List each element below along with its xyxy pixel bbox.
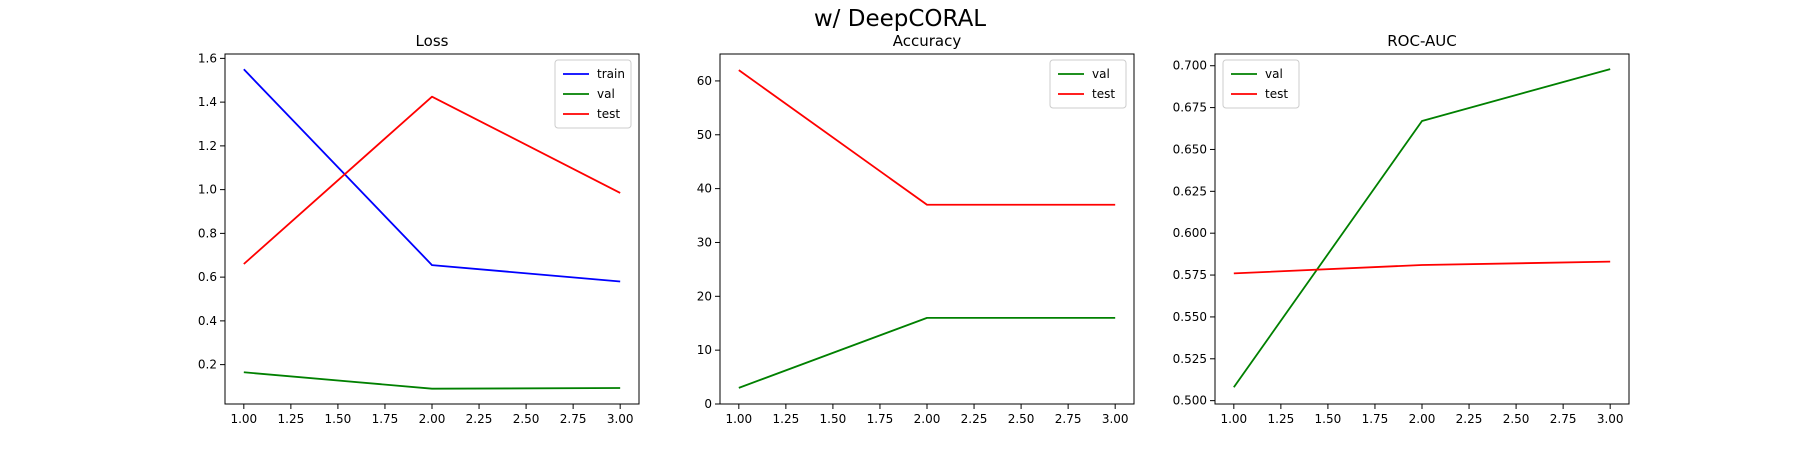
x-tick-label: 1.75 bbox=[372, 412, 399, 426]
legend: train val test bbox=[554, 59, 632, 129]
x-tick-label: 1.25 bbox=[1268, 412, 1295, 426]
x-tick-label: 1.50 bbox=[820, 412, 847, 426]
x-tick-label: 3.00 bbox=[1597, 412, 1624, 426]
series-group bbox=[243, 68, 621, 390]
legend-label-val: val bbox=[597, 87, 615, 101]
x-tick-label: 2.25 bbox=[1456, 412, 1483, 426]
legend-label-test: test bbox=[597, 107, 620, 121]
y-tick-label: 0.700 bbox=[1173, 59, 1207, 73]
legend: val test bbox=[1049, 59, 1127, 109]
legend-frame bbox=[1049, 59, 1127, 109]
y-tick-label: 0 bbox=[704, 397, 712, 411]
y-tick-label: 50 bbox=[697, 128, 712, 142]
legend-label-test: test bbox=[1265, 87, 1288, 101]
y-tick-label: 0.525 bbox=[1173, 352, 1207, 366]
subplot-title: Accuracy bbox=[893, 32, 962, 50]
y-tick-label: 20 bbox=[697, 289, 712, 303]
y-tick-label: 0.675 bbox=[1173, 101, 1207, 115]
y-tick-label: 0.2 bbox=[198, 358, 217, 372]
x-tick-label: 2.50 bbox=[513, 412, 540, 426]
series-line-val bbox=[243, 371, 621, 390]
y-tick-label: 0.500 bbox=[1173, 394, 1207, 408]
y-tick-label: 1.2 bbox=[198, 139, 217, 153]
series-line-test bbox=[243, 95, 621, 265]
figure-title: w/ DeepCORAL bbox=[813, 6, 987, 32]
y-tick-label: 60 bbox=[697, 74, 712, 88]
subplot-2: Accuracy 1.00 1.25 1.50 1.75 2.00 2.25 2.50 2.75… bbox=[697, 32, 1135, 426]
x-tick-label: 2.25 bbox=[961, 412, 988, 426]
subplot-3: ROC-AUC 1.00 1.25 1.50 1.75 2.00 2.25 2.50 2.75 3… bbox=[1173, 32, 1630, 426]
series-line-val bbox=[1233, 68, 1611, 388]
x-tick-label: 1.50 bbox=[1315, 412, 1342, 426]
y-tick-label: 0.625 bbox=[1173, 184, 1207, 198]
series-line-val bbox=[738, 316, 1116, 389]
y-tick-label: 1.0 bbox=[198, 183, 217, 197]
y-tick-label: 0.6 bbox=[198, 270, 217, 284]
x-tick-label: 1.50 bbox=[325, 412, 352, 426]
x-tick-label: 3.00 bbox=[607, 412, 634, 426]
legend-label-test: test bbox=[1092, 87, 1115, 101]
x-tick-label: 2.75 bbox=[1055, 412, 1082, 426]
x-tick-label: 1.00 bbox=[230, 412, 257, 426]
legend-label-train: train bbox=[597, 67, 625, 81]
y-tick-label: 0.4 bbox=[198, 314, 217, 328]
legend-frame bbox=[554, 59, 632, 129]
x-tick-label: 2.00 bbox=[914, 412, 941, 426]
y-tick-label: 0.8 bbox=[198, 226, 217, 240]
x-tick-label: 2.50 bbox=[1008, 412, 1035, 426]
x-tick-label: 3.00 bbox=[1102, 412, 1129, 426]
subplot-1: Loss 1.00 1.25 1.50 1.75 2.00 2.25 2.50 2.75 3.00… bbox=[198, 32, 640, 426]
y-tick-label: 1.4 bbox=[198, 95, 217, 109]
legend-label-val: val bbox=[1092, 67, 1110, 81]
x-tick-label: 1.00 bbox=[725, 412, 752, 426]
x-tick-label: 1.00 bbox=[1220, 412, 1247, 426]
x-tick-label: 2.75 bbox=[1550, 412, 1577, 426]
y-tick-label: 0.650 bbox=[1173, 142, 1207, 156]
subplot-title: ROC-AUC bbox=[1387, 32, 1457, 50]
y-tick-label: 1.6 bbox=[198, 51, 217, 65]
y-tick-label: 0.575 bbox=[1173, 268, 1207, 282]
series-line-train bbox=[243, 68, 621, 283]
series-group bbox=[738, 69, 1116, 389]
legend-label-val: val bbox=[1265, 67, 1283, 81]
series-group bbox=[1233, 68, 1611, 388]
y-tick-label: 0.600 bbox=[1173, 226, 1207, 240]
y-tick-label: 30 bbox=[697, 235, 712, 249]
legend-frame bbox=[1222, 59, 1300, 109]
series-line-test bbox=[738, 69, 1116, 206]
x-tick-label: 1.25 bbox=[773, 412, 800, 426]
x-tick-label: 1.75 bbox=[1362, 412, 1389, 426]
x-tick-label: 2.00 bbox=[1409, 412, 1436, 426]
subplot-title: Loss bbox=[416, 32, 449, 50]
y-tick-label: 10 bbox=[697, 343, 712, 357]
x-tick-label: 1.25 bbox=[278, 412, 305, 426]
x-tick-label: 2.75 bbox=[560, 412, 587, 426]
y-tick-label: 40 bbox=[697, 182, 712, 196]
x-tick-label: 2.00 bbox=[419, 412, 446, 426]
legend: val test bbox=[1222, 59, 1300, 109]
y-tick-label: 0.550 bbox=[1173, 310, 1207, 324]
x-tick-label: 2.50 bbox=[1503, 412, 1530, 426]
x-tick-label: 1.75 bbox=[867, 412, 894, 426]
x-tick-label: 2.25 bbox=[466, 412, 493, 426]
series-line-test bbox=[1233, 260, 1611, 275]
